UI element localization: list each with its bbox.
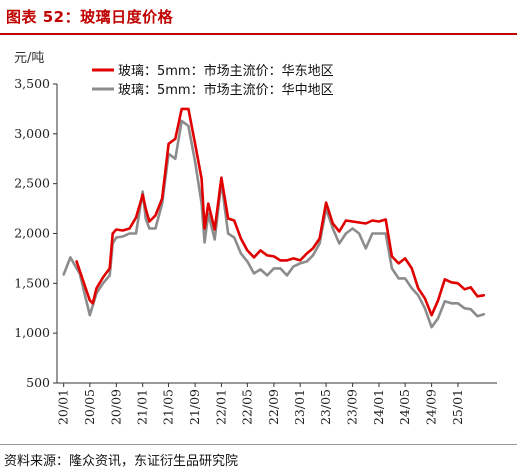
footer-divider	[0, 444, 517, 445]
x-tick-label: 25/01	[450, 389, 465, 425]
y-tick-label: 1,000	[14, 325, 50, 340]
y-tick-label: 1,500	[14, 275, 50, 290]
x-tick-label: 22/09	[266, 389, 281, 425]
legend-label-east-china: 玻璃：5mm：市场主流价：华东地区	[118, 63, 334, 79]
chart-title: 图表 52：玻璃日度价格	[0, 6, 517, 30]
x-tick-label: 20/09	[108, 389, 123, 425]
x-tick-label: 21/05	[161, 389, 176, 425]
x-tick-label: 24/05	[397, 389, 412, 425]
source-note: 资料来源：隆众资讯，东证衍生品研究院	[4, 454, 239, 469]
x-tick-label: 24/01	[371, 389, 386, 425]
y-tick-label: 2,000	[14, 226, 50, 241]
chart-title-text: 图表 52：玻璃日度价格	[6, 8, 174, 26]
y-tick-label: 3,000	[14, 126, 50, 141]
x-tick-label: 21/01	[135, 389, 150, 425]
x-tick-label: 24/09	[424, 389, 439, 425]
x-tick-label: 20/01	[56, 389, 71, 425]
x-tick-label: 23/09	[345, 389, 360, 425]
title-underline	[0, 33, 517, 35]
y-tick-label: 3,500	[14, 76, 50, 91]
axes: 500 1,000 1,500 2,000 2,500 3,000 3,500 20/01 20…	[14, 76, 497, 425]
y-axis-unit: 元/吨	[14, 51, 45, 66]
y-tick-label: 500	[26, 375, 50, 390]
legend-label-central-china: 玻璃：5mm：市场主流价：华中地区	[118, 82, 334, 98]
x-tick-label: 23/01	[292, 389, 307, 425]
x-tick-label: 23/05	[318, 389, 333, 425]
y-tick-label: 2,500	[14, 176, 50, 191]
series-layer	[62, 107, 486, 329]
x-tick-label: 22/05	[239, 389, 254, 425]
x-tick-label: 20/05	[82, 389, 97, 425]
x-tick-label: 21/09	[187, 389, 202, 425]
x-tick-label: 22/01	[213, 389, 228, 425]
series-line-central-china	[62, 119, 486, 329]
series-line-east-china	[75, 107, 486, 317]
